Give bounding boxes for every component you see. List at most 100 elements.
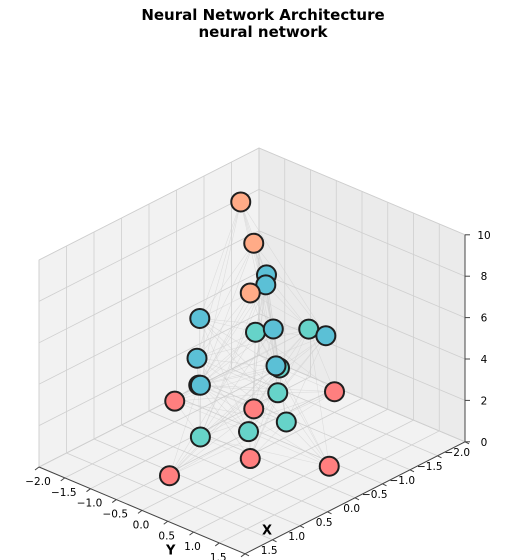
network-node bbox=[230, 191, 252, 213]
grid-line bbox=[38, 230, 260, 344]
network-edge bbox=[200, 385, 249, 432]
grid-line bbox=[64, 365, 285, 479]
y-axis-label: Y bbox=[165, 543, 176, 558]
x-tick-label: −0.5 bbox=[362, 489, 388, 501]
z-tick-label: 8 bbox=[481, 271, 488, 283]
network-edge bbox=[196, 357, 287, 423]
grid-line bbox=[38, 189, 260, 302]
network-edge bbox=[200, 292, 251, 386]
y-tick-label: 0.5 bbox=[158, 530, 175, 542]
network-edge bbox=[200, 436, 330, 467]
network-edge bbox=[199, 243, 254, 319]
network-edge bbox=[308, 328, 335, 392]
network-edge bbox=[169, 385, 200, 476]
y-tick-mark bbox=[214, 542, 220, 547]
network-edge bbox=[196, 328, 309, 359]
grid-lines bbox=[38, 147, 466, 555]
network-edge bbox=[248, 365, 277, 432]
z-tick-label: 0 bbox=[481, 437, 488, 449]
network-node bbox=[267, 382, 289, 404]
network-edge bbox=[199, 201, 242, 319]
grid-line bbox=[219, 430, 440, 544]
network-edge bbox=[249, 392, 279, 459]
y-tick-label: −2.0 bbox=[25, 476, 51, 488]
network-node bbox=[275, 411, 297, 433]
x-tick-label: −2.0 bbox=[445, 447, 471, 459]
network-node bbox=[159, 465, 180, 487]
grid-line bbox=[258, 147, 466, 236]
network-edge bbox=[248, 391, 335, 432]
network-edge bbox=[248, 431, 330, 467]
network-edge bbox=[196, 331, 256, 359]
network-edge bbox=[196, 292, 251, 359]
y-tick-label: 0.0 bbox=[133, 519, 150, 531]
network-node bbox=[239, 282, 261, 304]
y-tick-mark bbox=[163, 520, 169, 525]
network-edge bbox=[198, 335, 326, 386]
network-node bbox=[262, 318, 284, 340]
network-edge bbox=[169, 332, 256, 476]
network-nodes bbox=[159, 191, 345, 487]
network-edge bbox=[196, 243, 255, 359]
network-edge bbox=[200, 367, 280, 386]
z-tick-label: 10 bbox=[477, 230, 490, 242]
chart-subtitle: neural network bbox=[198, 23, 328, 41]
y-tick-mark bbox=[137, 509, 143, 514]
x-tick-mark bbox=[244, 553, 250, 557]
network-edge bbox=[196, 201, 242, 359]
network-edge bbox=[174, 400, 249, 432]
network-node bbox=[189, 426, 211, 448]
grid-line bbox=[258, 271, 466, 360]
x-tick-label: 0.0 bbox=[343, 503, 360, 515]
x-tick-mark bbox=[409, 469, 415, 473]
network-edge bbox=[198, 365, 277, 386]
network-node bbox=[186, 347, 208, 369]
network-edge bbox=[198, 384, 251, 459]
y-tick-label: −0.5 bbox=[103, 509, 129, 521]
network-node bbox=[243, 232, 265, 254]
x-tick-label: −1.5 bbox=[417, 461, 443, 473]
chart-title: Neural Network Architecture bbox=[141, 6, 385, 24]
y-tick-label: 1.0 bbox=[184, 541, 201, 553]
network-edge bbox=[174, 332, 256, 402]
grid-line bbox=[258, 354, 466, 443]
network-node bbox=[189, 307, 211, 329]
network-edge bbox=[200, 328, 274, 438]
y-tick-label: 1.5 bbox=[210, 552, 227, 560]
network-node bbox=[324, 381, 345, 403]
network-edge bbox=[200, 328, 309, 386]
z-tick-label: 2 bbox=[481, 395, 488, 407]
x-tick-label: 2.0 bbox=[233, 559, 250, 560]
network-edge bbox=[240, 201, 274, 330]
x-tick-label: 0.5 bbox=[316, 517, 333, 529]
grid-line bbox=[38, 147, 260, 261]
x-tick-label: 1.5 bbox=[261, 545, 278, 557]
network-edge bbox=[199, 318, 287, 423]
x-tick-label: −1.0 bbox=[390, 475, 416, 487]
network-node bbox=[239, 448, 261, 470]
network-edge bbox=[255, 332, 335, 392]
network-edge bbox=[200, 201, 242, 386]
x-tick-mark bbox=[327, 511, 332, 515]
grid-line bbox=[258, 189, 466, 277]
y-tick-mark bbox=[240, 553, 246, 558]
x-tick-mark bbox=[354, 497, 360, 501]
y-tick-mark bbox=[111, 499, 117, 503]
x-tick-label: 1.0 bbox=[288, 531, 305, 543]
x-tick-mark bbox=[272, 539, 277, 543]
y-tick-label: −1.0 bbox=[77, 498, 103, 510]
x-axis-label: X bbox=[262, 523, 272, 538]
y-tick-label: −1.5 bbox=[51, 487, 77, 499]
x-tick-mark bbox=[299, 525, 305, 529]
network-node bbox=[164, 390, 186, 412]
grid-line bbox=[167, 408, 388, 522]
network-node bbox=[318, 455, 340, 477]
y-tick-mark bbox=[60, 477, 66, 482]
grid-line bbox=[193, 419, 414, 533]
network-edge bbox=[286, 335, 327, 423]
y-tick-mark bbox=[189, 531, 194, 536]
tick-labels: 2.01.51.00.50.0−0.5−1.0−1.5−2.02.01.51.0… bbox=[25, 230, 490, 560]
network-edge bbox=[255, 332, 330, 467]
x-tick-mark bbox=[437, 455, 442, 459]
